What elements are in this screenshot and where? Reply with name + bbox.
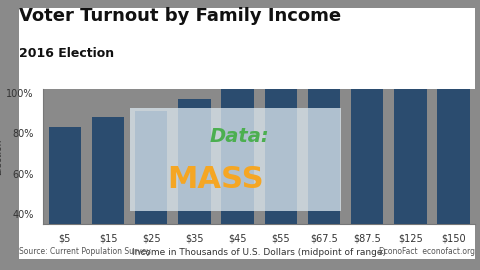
Bar xyxy=(221,89,254,224)
Text: Source: Current Population Survey: Source: Current Population Survey xyxy=(19,248,151,256)
Bar xyxy=(308,75,340,224)
Y-axis label: Percent Voted in
Election: Percent Voted in Election xyxy=(0,120,3,194)
Bar xyxy=(394,61,427,224)
Bar xyxy=(135,111,168,224)
Text: MASS: MASS xyxy=(168,165,264,194)
Bar xyxy=(48,127,81,224)
Text: EconoFact  econofact.org: EconoFact econofact.org xyxy=(379,248,475,256)
X-axis label: Income in Thousands of U.S. Dollars (midpoint of range): Income in Thousands of U.S. Dollars (mid… xyxy=(132,248,386,257)
Bar xyxy=(264,87,297,224)
Bar xyxy=(178,99,211,224)
Bar xyxy=(92,117,124,224)
Bar xyxy=(351,71,384,224)
Text: Voter Turnout by Family Income: Voter Turnout by Family Income xyxy=(19,7,341,25)
Bar xyxy=(437,51,470,224)
Text: 2016 Election: 2016 Election xyxy=(19,47,114,60)
Text: Data:: Data: xyxy=(210,127,269,146)
